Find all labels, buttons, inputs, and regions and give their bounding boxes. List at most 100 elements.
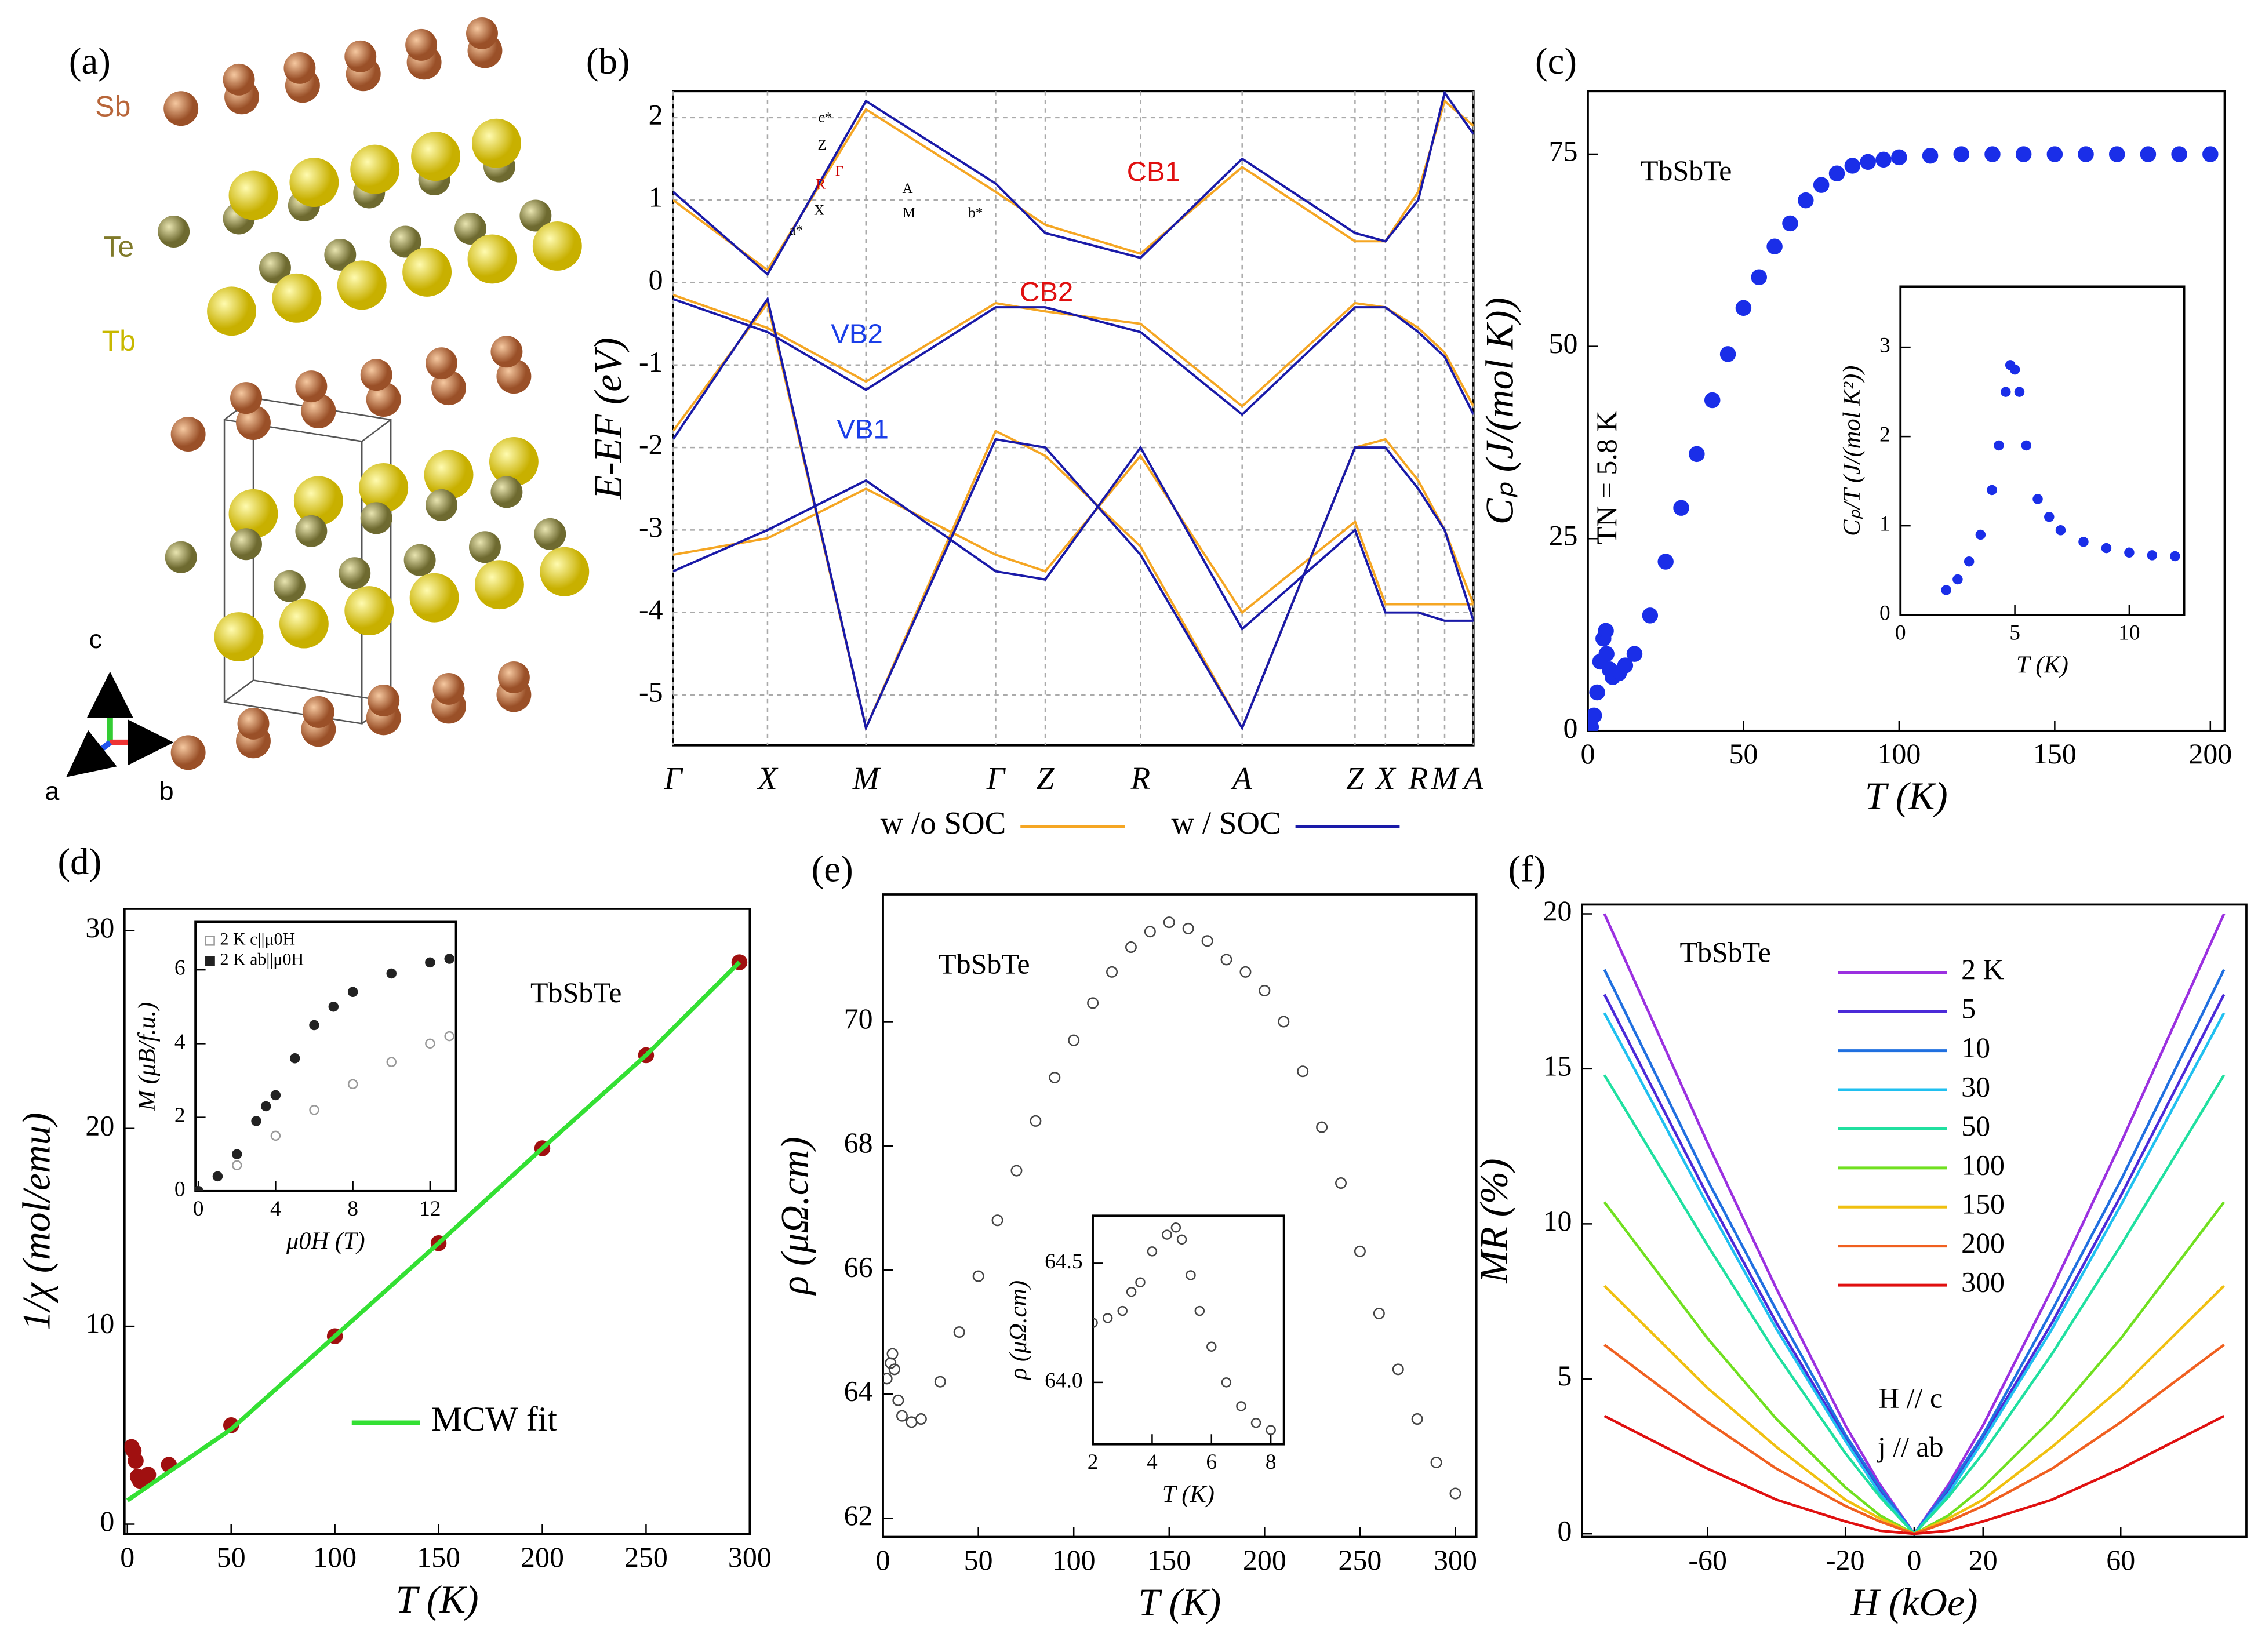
data-point bbox=[1354, 1245, 1366, 1257]
data-point bbox=[1144, 926, 1156, 938]
atom bbox=[158, 216, 190, 248]
x-axis-label: T (K) bbox=[1138, 1581, 1221, 1624]
data-point bbox=[1316, 1121, 1328, 1133]
data-line bbox=[673, 445, 1474, 631]
data-point bbox=[347, 1079, 358, 1090]
data-point bbox=[886, 1348, 899, 1360]
data-point bbox=[2044, 511, 2055, 522]
x-axis-label: H (kOe) bbox=[1850, 1581, 1977, 1624]
atom bbox=[426, 489, 458, 521]
data-point bbox=[2078, 537, 2089, 547]
atom bbox=[467, 234, 517, 284]
legend-swatch bbox=[205, 956, 215, 966]
x-axis-label: T (K) bbox=[396, 1578, 479, 1621]
atom bbox=[228, 170, 278, 220]
y-axis-label: E-EF (eV) bbox=[587, 337, 630, 500]
chart bbox=[672, 90, 1475, 747]
data-line bbox=[673, 453, 1474, 614]
x-tick-label: 300 bbox=[728, 1541, 772, 1573]
bz-label: c* bbox=[818, 110, 832, 125]
atom bbox=[534, 518, 566, 550]
data-line bbox=[673, 99, 1474, 272]
legend-text: w /o SOC bbox=[881, 805, 1006, 840]
x-tick-label: 100 bbox=[313, 1541, 357, 1573]
annotation: CB2 bbox=[1020, 276, 1073, 307]
y-tick-label: 75 bbox=[1549, 136, 1578, 168]
data-point bbox=[1766, 238, 1783, 254]
data-line bbox=[1603, 1414, 2225, 1535]
annotation: TbSbTe bbox=[1679, 936, 1770, 968]
atom bbox=[350, 144, 400, 194]
y-tick-label: 6 bbox=[174, 956, 186, 980]
y-tick-label: 0 bbox=[100, 1505, 114, 1537]
annotation: CB1 bbox=[1127, 157, 1180, 187]
data-line bbox=[673, 296, 1474, 732]
data-point bbox=[270, 1090, 281, 1101]
atom bbox=[474, 560, 524, 610]
annotation: VB2 bbox=[831, 319, 883, 350]
data-point bbox=[309, 1105, 319, 1115]
data-point bbox=[1598, 623, 1614, 639]
x-axis-label: T (K) bbox=[1865, 774, 1948, 818]
data-point bbox=[1093, 1318, 1098, 1328]
x-tick-label: X bbox=[757, 760, 779, 796]
annotation: TN = 5.8 K bbox=[1591, 411, 1623, 545]
data-point bbox=[1598, 646, 1615, 662]
annotation: TbSbTe bbox=[530, 977, 621, 1009]
atom bbox=[468, 531, 501, 563]
legend-text: 10 bbox=[1961, 1032, 1990, 1064]
data-point bbox=[1297, 1065, 1309, 1078]
x-tick-label: 250 bbox=[624, 1541, 668, 1573]
data-point bbox=[2032, 494, 2043, 504]
atom bbox=[405, 28, 438, 61]
x-tick-label: 250 bbox=[1338, 1544, 1381, 1576]
series-group bbox=[883, 916, 1461, 1500]
y-axis-label: M (μB/f.u.) bbox=[133, 1002, 161, 1111]
axis-name: c bbox=[89, 624, 102, 654]
data-point bbox=[1941, 585, 1951, 595]
atom bbox=[402, 247, 452, 297]
y-tick-label: -5 bbox=[639, 676, 663, 708]
x-tick-label: 0 bbox=[193, 1197, 204, 1221]
panel-label: (f) bbox=[1508, 848, 1546, 890]
atom bbox=[471, 118, 521, 168]
x-tick-label: 20 bbox=[1969, 1544, 1998, 1576]
panel-label: (a) bbox=[69, 41, 111, 82]
x-tick-label: Γ bbox=[663, 760, 683, 796]
atom bbox=[426, 347, 458, 380]
data-point bbox=[347, 987, 358, 998]
atom bbox=[344, 586, 394, 636]
data-point bbox=[1125, 941, 1137, 953]
x-tick-label: M bbox=[852, 760, 881, 796]
chart bbox=[194, 920, 457, 1192]
data-point bbox=[1162, 1229, 1172, 1240]
data-point bbox=[444, 954, 454, 964]
data-point bbox=[892, 1394, 904, 1406]
x-tick-label: 150 bbox=[1147, 1544, 1191, 1576]
y-tick-label: 25 bbox=[1549, 520, 1578, 552]
x-tick-label: A bbox=[1462, 760, 1483, 796]
atom bbox=[223, 63, 255, 96]
y-tick-label: 0 bbox=[174, 1177, 186, 1201]
y-tick-label: 2 bbox=[649, 99, 663, 130]
atom bbox=[359, 463, 409, 512]
data-point bbox=[1411, 1413, 1423, 1425]
x-tick-label: 150 bbox=[2033, 738, 2077, 770]
data-point bbox=[2001, 387, 2011, 397]
data-point bbox=[1704, 392, 1721, 409]
atom bbox=[207, 286, 256, 336]
y-tick-label: 64 bbox=[844, 1376, 873, 1407]
data-point bbox=[1735, 300, 1752, 316]
data-point bbox=[1891, 149, 1907, 166]
data-point bbox=[1049, 1071, 1061, 1083]
x-tick-label: Γ bbox=[986, 760, 1006, 796]
annotation: VB1 bbox=[837, 414, 889, 445]
atom bbox=[302, 696, 334, 728]
y-tick-label: -3 bbox=[639, 511, 663, 543]
atom bbox=[283, 52, 316, 84]
x-tick-label: 100 bbox=[1052, 1544, 1096, 1576]
atom-label: Te bbox=[103, 231, 134, 263]
atom bbox=[337, 260, 387, 310]
x-tick-label: 200 bbox=[521, 1541, 564, 1573]
